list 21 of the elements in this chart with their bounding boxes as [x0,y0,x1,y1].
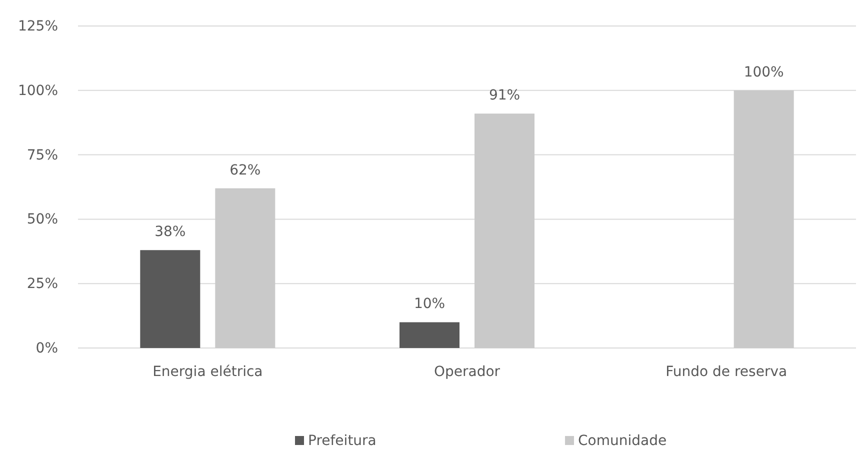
y-tick-label: 0% [36,340,58,356]
data-label: 38% [154,224,186,240]
x-tick-label: Fundo de reserva [666,364,788,380]
y-tick-label: 100% [18,82,58,99]
x-tick-label: Energia elétrica [152,364,263,380]
data-label: 10% [414,296,446,312]
legend-label: Prefeitura [308,433,376,449]
bar [474,114,534,348]
data-label: 91% [488,88,520,104]
y-tick-label: 25% [26,276,58,292]
legend-label: Comunidade [578,433,667,449]
bar [215,188,276,348]
bar [140,250,200,348]
data-label: 62% [230,162,261,178]
bar [734,90,794,348]
bar [400,322,460,348]
y-tick-label: 125% [18,18,58,34]
y-tick-label: 75% [26,147,58,164]
x-tick-label: Operador [434,364,500,380]
y-tick-label: 50% [26,212,58,228]
data-label: 100% [744,64,784,80]
